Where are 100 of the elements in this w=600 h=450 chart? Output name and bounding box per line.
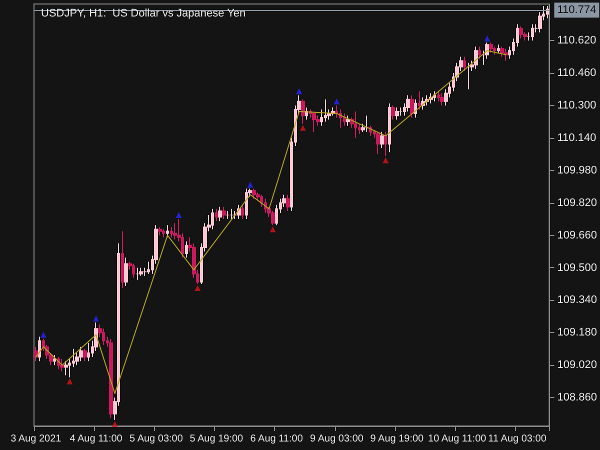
line-series	[35, 50, 506, 394]
candlestick	[519, 26, 523, 39]
candlestick	[463, 56, 466, 72]
candlestick	[500, 46, 504, 58]
point	[112, 420, 118, 427]
candlestick	[132, 263, 135, 278]
candlestick	[185, 240, 188, 258]
chart-title: USDJPY, H1: US Dollar vs Japanese Yen	[41, 8, 246, 20]
candlestick	[395, 106, 399, 120]
point	[40, 332, 46, 338]
candlestick	[467, 62, 470, 90]
x-tick-label: 6 Aug 11:00	[250, 434, 304, 444]
candlestick	[139, 267, 143, 276]
x-tick-label: 4 Aug 11:00	[70, 434, 123, 444]
point	[247, 182, 254, 188]
candlestick	[410, 94, 414, 118]
candlestick	[218, 206, 222, 222]
x-tick-label: 5 Aug 03:00	[130, 434, 184, 444]
point	[334, 98, 340, 104]
candlestick	[301, 98, 305, 124]
candlestick	[497, 44, 500, 54]
candlestick	[121, 230, 124, 289]
point	[66, 378, 73, 384]
candlestick	[437, 90, 440, 102]
candlestick	[474, 46, 478, 70]
candlestick	[124, 257, 128, 287]
y-tick-label: 109.020	[557, 359, 598, 372]
candlestick	[365, 115, 369, 132]
y-tick-label: 109.500	[557, 262, 598, 274]
candlestick	[399, 106, 402, 116]
candlestick	[173, 222, 177, 240]
candlestick	[380, 131, 384, 149]
candlestick	[245, 188, 248, 220]
candlestick	[339, 109, 342, 128]
candlestick	[215, 208, 218, 222]
y-tick-label: 110.300	[557, 99, 596, 112]
candlestick	[354, 111, 357, 138]
candlestick	[418, 90, 421, 110]
candlestick	[346, 115, 350, 126]
candlestick	[102, 328, 105, 346]
candlestick	[158, 226, 162, 236]
point	[93, 315, 100, 322]
candlestick	[406, 94, 410, 112]
ref-line-label: 110.774	[557, 4, 596, 16]
candlestick	[388, 102, 391, 153]
candlestick	[391, 104, 395, 120]
candlestick	[493, 46, 496, 56]
y-tick-label: 110.460	[557, 66, 596, 79]
candlestick	[531, 24, 534, 42]
candlestick	[376, 131, 380, 155]
point	[300, 124, 306, 131]
candlestick	[271, 210, 275, 226]
point	[296, 88, 302, 94]
candlestick	[53, 354, 56, 366]
candlestick	[211, 208, 214, 230]
candlestick	[324, 98, 327, 122]
candlestick	[87, 342, 90, 362]
x-tick-label: 9 Aug 03:00	[310, 434, 364, 444]
candlestick	[162, 228, 165, 238]
candlestick	[83, 348, 87, 362]
y-tick-label: 109.340	[557, 294, 598, 306]
candlestick	[64, 360, 68, 376]
candlestick	[241, 204, 244, 220]
x-tick-label: 10 Aug 11:00	[428, 434, 487, 444]
candlestick	[109, 338, 113, 418]
candlestick	[136, 267, 139, 280]
candlestick	[440, 92, 444, 106]
candlestick	[478, 46, 481, 60]
candlestick	[226, 210, 229, 220]
y-tick-label: 109.980	[557, 164, 598, 176]
candlestick	[384, 131, 387, 157]
y-tick-label: 109.660	[557, 229, 598, 242]
candlestick	[312, 111, 316, 132]
y-tick-label: 110.140	[557, 132, 596, 144]
y-tick-label: 110.620	[557, 34, 596, 47]
y-tick-label: 108.860	[557, 392, 598, 404]
y-tick-label: 109.820	[557, 196, 598, 209]
candlestick	[38, 336, 41, 362]
x-tick-label: 5 Aug 19:00	[190, 434, 244, 444]
candlestick	[79, 346, 83, 362]
y-tick-label: 109.180	[557, 326, 598, 339]
point	[484, 35, 490, 42]
x-tick-label: 11 Aug 03:00	[488, 434, 547, 444]
point	[176, 212, 182, 218]
point	[270, 226, 276, 232]
candlestick	[252, 188, 256, 200]
x-tick-label: 3 Aug 2021	[10, 434, 62, 444]
candlestick	[222, 206, 226, 220]
point	[382, 157, 389, 164]
candlestick	[230, 208, 233, 220]
x-tick-label: 9 Aug 19:00	[370, 434, 424, 444]
candlestick	[170, 226, 173, 238]
candlestick	[34, 346, 38, 362]
candlestick	[414, 98, 417, 118]
candlestick	[286, 194, 290, 212]
candlestick	[343, 113, 346, 126]
candlestick	[166, 224, 169, 238]
candlestick	[60, 358, 64, 372]
candlestick	[433, 90, 436, 102]
candlestick	[504, 48, 508, 62]
